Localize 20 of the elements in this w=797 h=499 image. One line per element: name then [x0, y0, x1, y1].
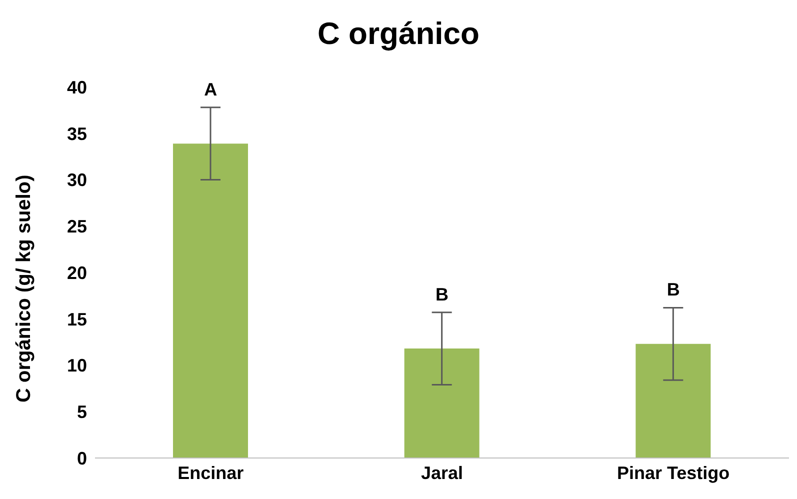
annotation: B: [666, 280, 680, 300]
x-tick-label: Pinar Testigo: [616, 462, 730, 483]
y-tick-label: 40: [66, 77, 87, 98]
y-axis-title: C orgánico (g/ kg suelo): [13, 174, 36, 402]
bar: [173, 144, 248, 458]
x-tick-label: Jaral: [420, 462, 464, 483]
bar: [636, 344, 711, 458]
y-tick-label: 5: [76, 402, 87, 422]
bar: [404, 348, 480, 458]
y-tick-label: 30: [66, 170, 87, 190]
y-tick-label: 10: [66, 356, 87, 376]
annotation: A: [204, 79, 218, 100]
y-tick-label: 0: [76, 448, 87, 468]
y-tick-label: 15: [66, 309, 87, 330]
chart-title: C orgánico: [316, 16, 480, 52]
y-tick-label: 25: [66, 216, 87, 237]
annotation: B: [436, 284, 448, 304]
x-tick-label: Encinar: [178, 462, 244, 483]
y-tick-label: 20: [66, 262, 87, 283]
y-tick-label: 35: [66, 124, 87, 144]
